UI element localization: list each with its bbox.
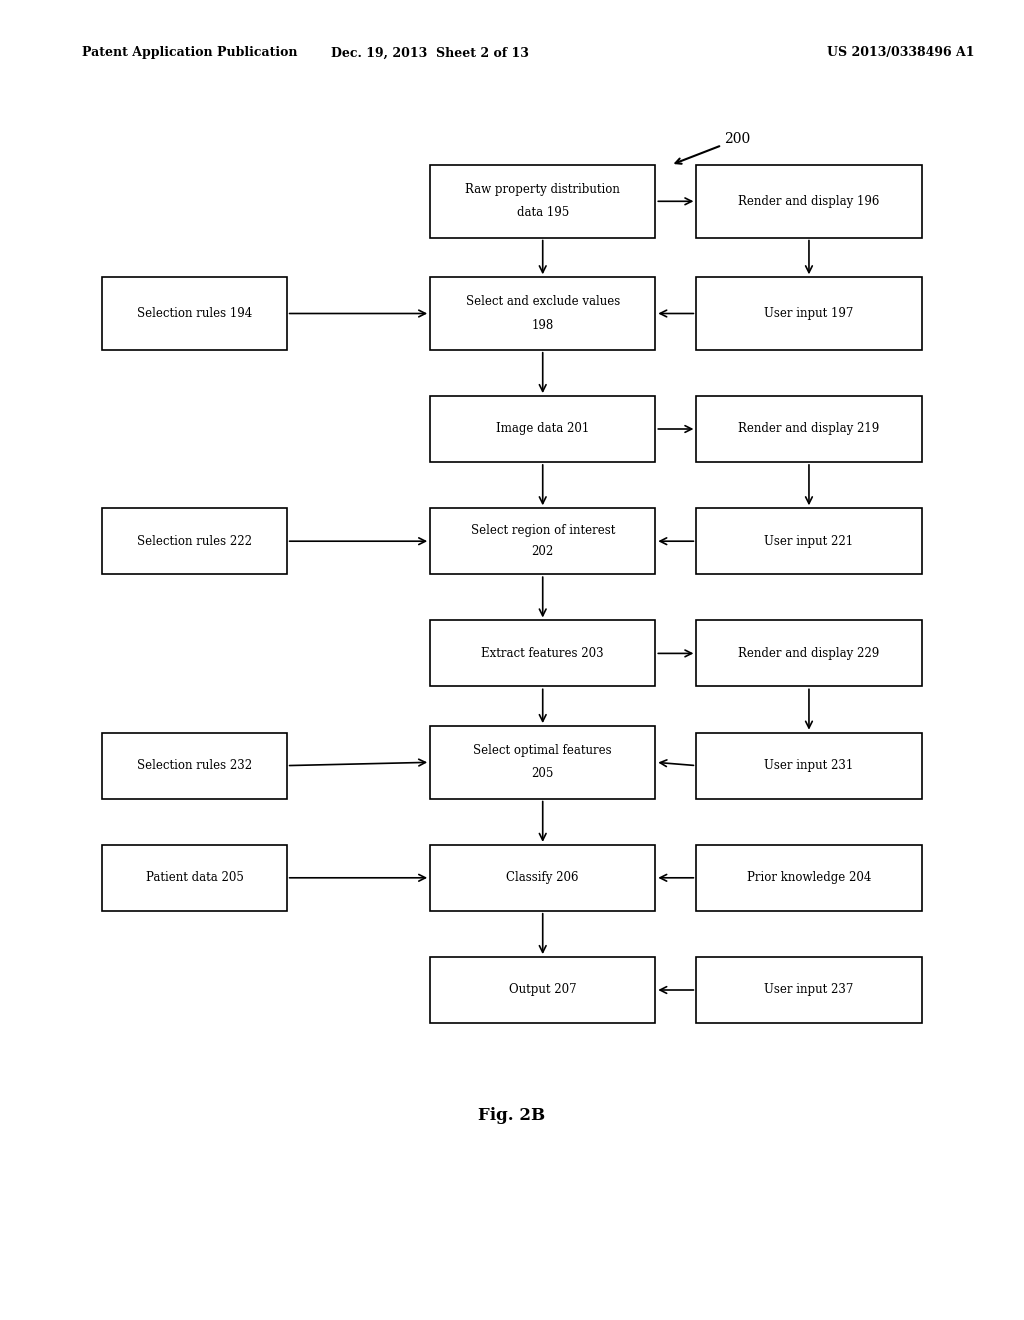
Text: Selection rules 194: Selection rules 194 — [137, 308, 252, 319]
Text: Dec. 19, 2013  Sheet 2 of 13: Dec. 19, 2013 Sheet 2 of 13 — [331, 46, 529, 59]
Text: Selection rules 222: Selection rules 222 — [137, 535, 252, 548]
Text: Prior knowledge 204: Prior knowledge 204 — [746, 871, 871, 884]
FancyBboxPatch shape — [696, 396, 922, 462]
FancyBboxPatch shape — [696, 733, 922, 799]
FancyBboxPatch shape — [430, 277, 655, 350]
Text: Selection rules 232: Selection rules 232 — [137, 759, 252, 772]
FancyBboxPatch shape — [430, 165, 655, 238]
FancyBboxPatch shape — [696, 845, 922, 911]
Text: Render and display 219: Render and display 219 — [738, 422, 880, 436]
FancyBboxPatch shape — [102, 508, 287, 574]
FancyBboxPatch shape — [430, 396, 655, 462]
Text: Image data 201: Image data 201 — [496, 422, 590, 436]
FancyBboxPatch shape — [430, 845, 655, 911]
Text: 198: 198 — [531, 318, 554, 331]
Text: User input 237: User input 237 — [764, 983, 854, 997]
Text: User input 221: User input 221 — [764, 535, 854, 548]
FancyBboxPatch shape — [430, 620, 655, 686]
Text: US 2013/0338496 A1: US 2013/0338496 A1 — [827, 46, 975, 59]
FancyBboxPatch shape — [102, 277, 287, 350]
Text: 205: 205 — [531, 767, 554, 780]
Text: Render and display 196: Render and display 196 — [738, 195, 880, 207]
Text: 202: 202 — [531, 545, 554, 558]
Text: Patient data 205: Patient data 205 — [145, 871, 244, 884]
Text: Fig. 2B: Fig. 2B — [478, 1107, 546, 1123]
FancyBboxPatch shape — [696, 508, 922, 574]
FancyBboxPatch shape — [696, 620, 922, 686]
Text: Select region of interest: Select region of interest — [471, 524, 614, 537]
FancyBboxPatch shape — [696, 957, 922, 1023]
Text: Classify 206: Classify 206 — [507, 871, 579, 884]
Text: Output 207: Output 207 — [509, 983, 577, 997]
Text: Patent Application Publication: Patent Application Publication — [82, 46, 297, 59]
FancyBboxPatch shape — [696, 165, 922, 238]
FancyBboxPatch shape — [102, 845, 287, 911]
Text: Extract features 203: Extract features 203 — [481, 647, 604, 660]
FancyBboxPatch shape — [102, 733, 287, 799]
Text: User input 197: User input 197 — [764, 308, 854, 319]
Text: User input 231: User input 231 — [764, 759, 854, 772]
Text: Raw property distribution: Raw property distribution — [465, 183, 621, 197]
Text: data 195: data 195 — [516, 206, 569, 219]
Text: Select optimal features: Select optimal features — [473, 744, 612, 758]
FancyBboxPatch shape — [430, 508, 655, 574]
Text: Select and exclude values: Select and exclude values — [466, 296, 620, 309]
FancyBboxPatch shape — [430, 726, 655, 799]
FancyBboxPatch shape — [430, 957, 655, 1023]
FancyBboxPatch shape — [696, 277, 922, 350]
Text: 200: 200 — [724, 132, 751, 145]
Text: Render and display 229: Render and display 229 — [738, 647, 880, 660]
